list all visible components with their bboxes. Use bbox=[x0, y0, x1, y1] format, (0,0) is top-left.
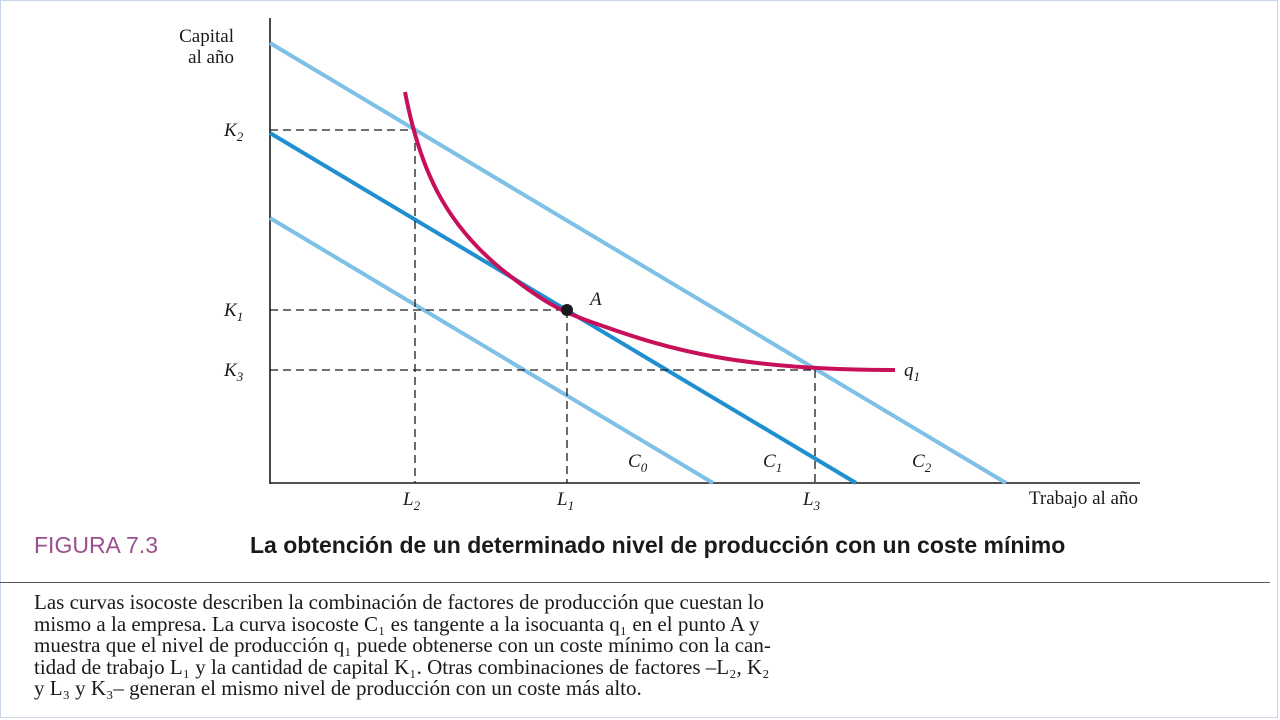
dashed-guides bbox=[270, 129, 816, 483]
label-c2: C2 bbox=[912, 451, 932, 475]
label-point-a: A bbox=[588, 289, 602, 310]
tick-k3: K3 bbox=[223, 360, 244, 384]
tick-k1: K1 bbox=[223, 300, 243, 324]
tick-k2: K2 bbox=[223, 120, 244, 144]
description-line: mismo a la empresa. La curva isocoste C₁… bbox=[34, 611, 760, 636]
y-axis-label-line1: Capital bbox=[179, 26, 234, 47]
label-c1: C1 bbox=[763, 451, 782, 475]
y-axis-label-line2: al año bbox=[188, 47, 234, 68]
description-line: y L₃ y K₃– generan el mismo nivel de pro… bbox=[34, 676, 642, 700]
figure-title: La obtención de un determinado nivel de … bbox=[250, 532, 1066, 558]
description-line: Las curvas isocoste describen la combina… bbox=[34, 590, 765, 614]
isocost-c0 bbox=[268, 216, 715, 485]
figure-description: Las curvas isocoste describen la combina… bbox=[34, 590, 1254, 700]
label-q1: q1 bbox=[904, 360, 920, 384]
tick-l1: L1 bbox=[556, 489, 574, 513]
figure-number: FIGURA 7.3 bbox=[34, 532, 158, 558]
isocost-c2 bbox=[268, 41, 1008, 485]
label-c0: C0 bbox=[628, 451, 648, 475]
description-line: muestra que el nivel de producción q₁ pu… bbox=[34, 633, 771, 657]
x-axis-label: Trabajo al año bbox=[1029, 488, 1138, 509]
isocost-isoquant-diagram: Capital al año Trabajo al año K2 K1 K3 L… bbox=[179, 18, 1140, 513]
tangency-point-a bbox=[561, 304, 573, 316]
tick-l2: L2 bbox=[402, 489, 421, 513]
caption-divider bbox=[0, 582, 1270, 583]
isoquant-q1 bbox=[403, 91, 896, 372]
figure-caption: FIGURA 7.3 La obtención de un determinado… bbox=[34, 533, 1154, 557]
description-line: tidad de trabajo L₁ y la cantidad de cap… bbox=[34, 654, 770, 679]
tick-l3: L3 bbox=[802, 489, 821, 513]
